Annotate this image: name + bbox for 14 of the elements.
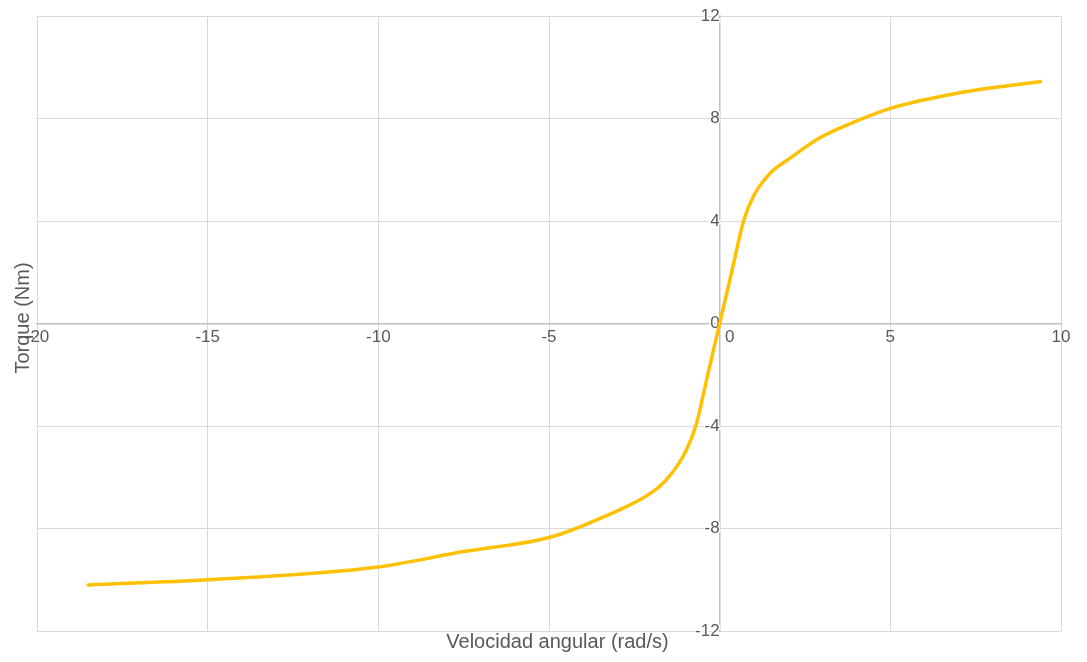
y-tick-label: 8 <box>710 108 720 128</box>
y-tick-label: 4 <box>710 210 720 230</box>
x-tick-label: 0 <box>724 326 735 346</box>
x-tick-label: 10 <box>1051 326 1071 346</box>
line-series <box>86 79 1043 587</box>
y-tick-label: -8 <box>704 518 720 538</box>
y-tick-label: -4 <box>704 415 720 435</box>
x-tick-label: -15 <box>195 326 220 346</box>
x-tick-label: 5 <box>885 326 896 346</box>
x-tick-label: -10 <box>366 326 391 346</box>
x-tick-label: -5 <box>541 326 557 346</box>
y-tick-label: -12 <box>695 620 720 640</box>
x-axis-title: Velocidad angular (rad/s) <box>446 630 669 652</box>
y-tick-label: 12 <box>700 5 720 25</box>
